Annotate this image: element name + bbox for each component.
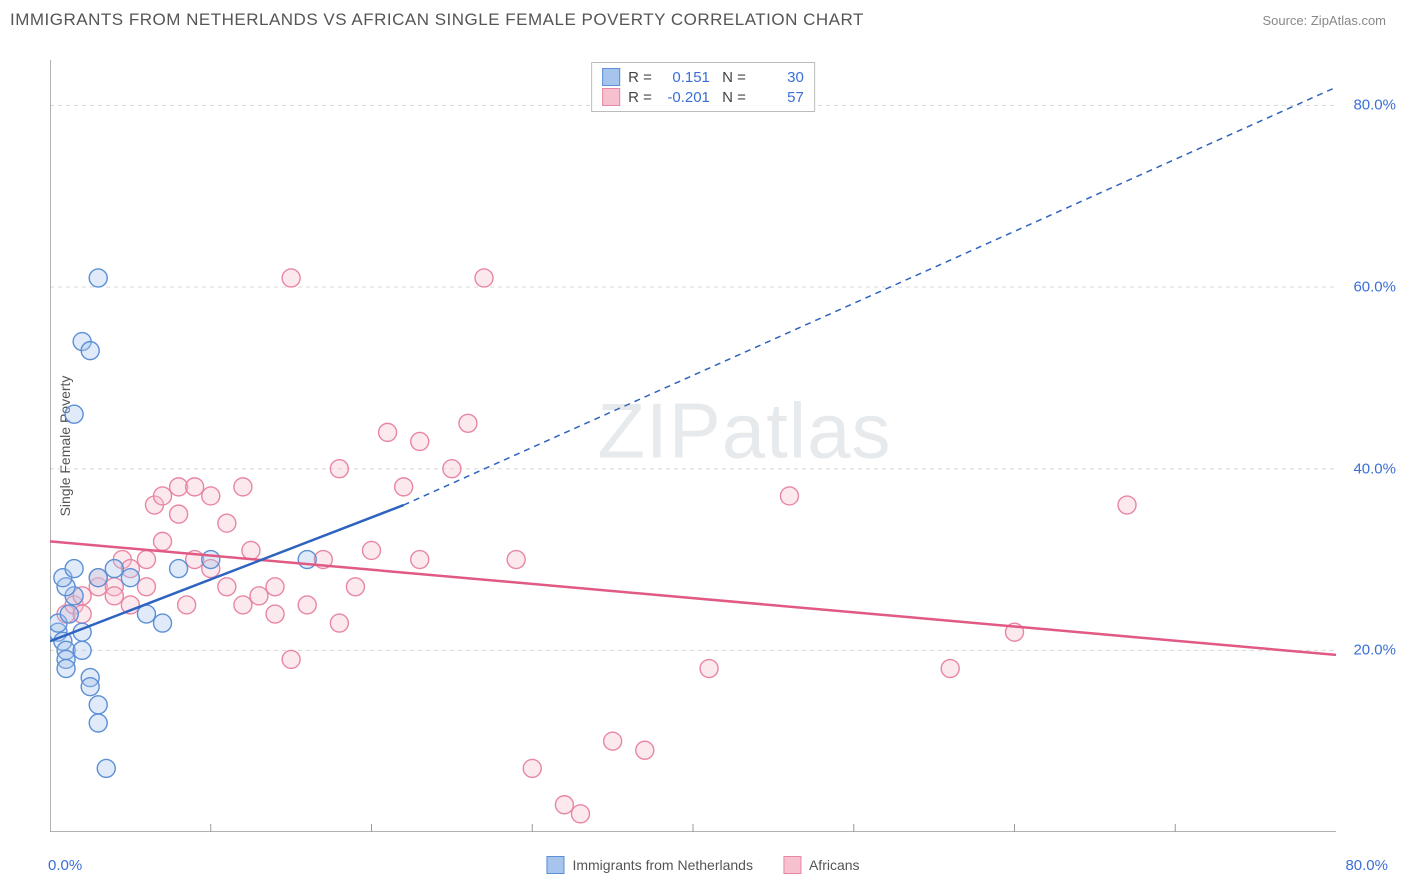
chart-source: Source: ZipAtlas.com — [1262, 13, 1386, 28]
y-tick-label: 40.0% — [1353, 460, 1396, 477]
swatch-series-1 — [602, 88, 620, 106]
legend-item-1: Africans — [783, 856, 860, 874]
legend-label-1: Africans — [809, 857, 860, 873]
x-axis-origin: 0.0% — [48, 857, 82, 874]
y-tick-label: 20.0% — [1353, 642, 1396, 659]
r-value-1: -0.201 — [660, 89, 710, 106]
n-value-1: 57 — [754, 89, 804, 106]
r-value-0: 0.151 — [660, 69, 710, 86]
stats-row-series-1: R = -0.201 N = 57 — [602, 87, 804, 107]
scatter-plot — [50, 60, 1336, 832]
bottom-legend: Immigrants from Netherlands Africans — [546, 856, 859, 874]
y-tick-label: 60.0% — [1353, 279, 1396, 296]
n-value-0: 30 — [754, 69, 804, 86]
legend-label-0: Immigrants from Netherlands — [572, 857, 753, 873]
chart-header: IMMIGRANTS FROM NETHERLANDS VS AFRICAN S… — [0, 0, 1406, 36]
legend-item-0: Immigrants from Netherlands — [546, 856, 753, 874]
x-axis-max: 80.0% — [1345, 857, 1388, 874]
chart-title: IMMIGRANTS FROM NETHERLANDS VS AFRICAN S… — [10, 10, 864, 30]
legend-swatch-0 — [546, 856, 564, 874]
stats-legend: R = 0.151 N = 30 R = -0.201 N = 57 — [591, 62, 815, 112]
stats-row-series-0: R = 0.151 N = 30 — [602, 67, 804, 87]
swatch-series-0 — [602, 68, 620, 86]
chart-area: Single Female Poverty ZIPatlas 20.0%40.0… — [50, 60, 1336, 832]
y-tick-label: 80.0% — [1353, 97, 1396, 114]
legend-swatch-1 — [783, 856, 801, 874]
